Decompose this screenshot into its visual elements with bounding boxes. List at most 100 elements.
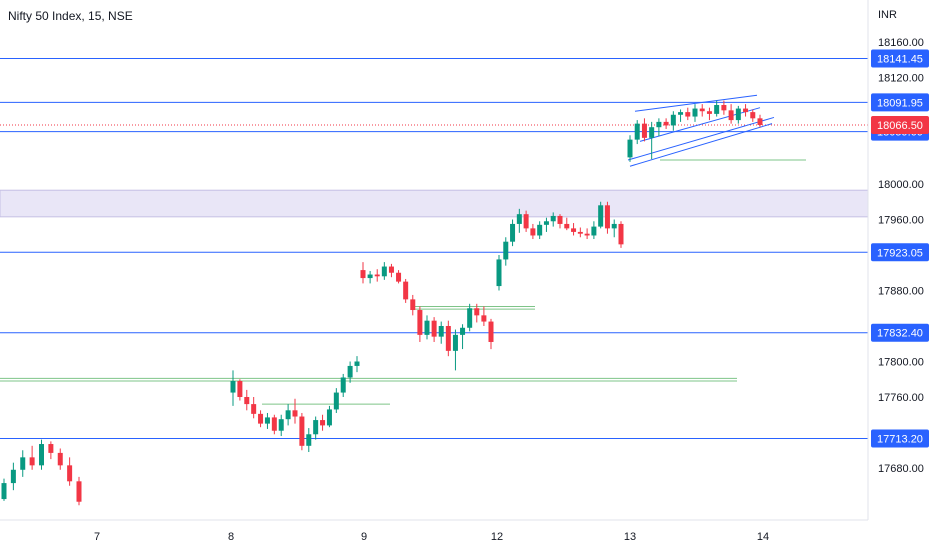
candle[interactable] xyxy=(424,315,430,340)
candle[interactable] xyxy=(577,227,583,238)
trend-channel-line[interactable] xyxy=(634,94,758,112)
candle[interactable] xyxy=(39,439,44,470)
candle[interactable] xyxy=(388,263,394,278)
candle[interactable] xyxy=(496,255,502,291)
candle[interactable] xyxy=(503,237,509,266)
candle-body xyxy=(523,214,529,229)
candle[interactable] xyxy=(757,114,763,128)
candle[interactable] xyxy=(264,412,270,429)
candle[interactable] xyxy=(543,217,549,232)
candle[interactable] xyxy=(488,318,494,350)
candle-body xyxy=(278,419,284,431)
candle[interactable] xyxy=(743,104,749,117)
candle[interactable] xyxy=(29,445,35,470)
candle[interactable] xyxy=(510,219,516,247)
candle[interactable] xyxy=(374,269,380,282)
level-price-tag xyxy=(871,429,929,448)
candle[interactable] xyxy=(571,223,577,236)
candle[interactable] xyxy=(735,105,741,124)
candle[interactable] xyxy=(258,410,264,428)
candle[interactable] xyxy=(452,329,458,371)
candle[interactable] xyxy=(699,104,705,117)
candle[interactable] xyxy=(285,404,291,426)
candle[interactable] xyxy=(523,210,529,232)
candle[interactable] xyxy=(627,135,633,162)
candle[interactable] xyxy=(564,217,570,231)
candle[interactable] xyxy=(340,373,346,397)
candle[interactable] xyxy=(333,388,339,413)
candle[interactable] xyxy=(292,398,298,424)
trend-channel-line[interactable] xyxy=(629,123,773,167)
candle[interactable] xyxy=(692,104,698,122)
candle[interactable] xyxy=(1,478,7,501)
candle[interactable] xyxy=(530,223,536,240)
candle[interactable] xyxy=(396,270,402,284)
candle[interactable] xyxy=(278,414,284,437)
candle[interactable] xyxy=(591,221,597,240)
candle[interactable] xyxy=(721,100,727,115)
candle[interactable] xyxy=(481,306,487,326)
candle[interactable] xyxy=(685,107,691,121)
candle[interactable] xyxy=(604,201,610,234)
candle[interactable] xyxy=(76,476,82,506)
candle[interactable] xyxy=(611,219,617,238)
candle[interactable] xyxy=(48,441,54,460)
candle[interactable] xyxy=(320,414,326,431)
candle[interactable] xyxy=(67,457,73,486)
candle[interactable] xyxy=(678,109,684,122)
candle[interactable] xyxy=(537,221,543,240)
trend-channel-line[interactable] xyxy=(627,116,775,161)
candle[interactable] xyxy=(714,100,720,117)
candle-body xyxy=(1,483,7,500)
candle[interactable] xyxy=(706,107,712,121)
candle[interactable] xyxy=(474,303,480,323)
candle[interactable] xyxy=(360,262,366,284)
candle[interactable] xyxy=(367,270,373,284)
candle[interactable] xyxy=(410,294,416,316)
candle[interactable] xyxy=(467,303,473,332)
candle[interactable] xyxy=(20,450,26,477)
candle[interactable] xyxy=(634,120,640,145)
candle[interactable] xyxy=(649,121,655,160)
candle-body xyxy=(550,215,556,222)
candle[interactable] xyxy=(417,306,423,342)
candle[interactable] xyxy=(354,356,360,373)
candle[interactable] xyxy=(306,428,312,453)
candle[interactable] xyxy=(557,214,563,229)
candle-body xyxy=(656,121,662,128)
candle[interactable] xyxy=(656,118,662,137)
candle[interactable] xyxy=(299,412,305,451)
candle[interactable] xyxy=(381,262,387,280)
candle[interactable] xyxy=(641,118,647,142)
candle[interactable] xyxy=(438,321,444,344)
candle[interactable] xyxy=(618,221,624,248)
candle[interactable] xyxy=(347,361,353,383)
candle[interactable] xyxy=(445,320,451,357)
candle[interactable] xyxy=(237,379,243,401)
candle-body xyxy=(543,221,549,225)
candle-body xyxy=(591,226,597,236)
candle[interactable] xyxy=(57,448,63,470)
current-price-label: 18066.50 xyxy=(871,115,929,134)
candle[interactable] xyxy=(244,389,250,411)
candle[interactable] xyxy=(326,405,332,428)
candle[interactable] xyxy=(403,278,409,303)
candle[interactable] xyxy=(516,208,522,233)
candle[interactable] xyxy=(728,104,734,124)
candle[interactable] xyxy=(431,317,437,342)
candle[interactable] xyxy=(460,324,466,350)
candle[interactable] xyxy=(750,109,756,122)
candle[interactable] xyxy=(271,414,277,435)
candle-body xyxy=(604,205,610,229)
candle[interactable] xyxy=(230,370,236,406)
candle[interactable] xyxy=(10,462,16,491)
candle[interactable] xyxy=(550,212,556,227)
candle[interactable] xyxy=(584,228,590,240)
candle[interactable] xyxy=(598,201,604,229)
candle[interactable] xyxy=(313,416,319,440)
candle[interactable] xyxy=(663,118,669,129)
candle[interactable] xyxy=(251,397,257,419)
candle[interactable] xyxy=(670,111,676,131)
